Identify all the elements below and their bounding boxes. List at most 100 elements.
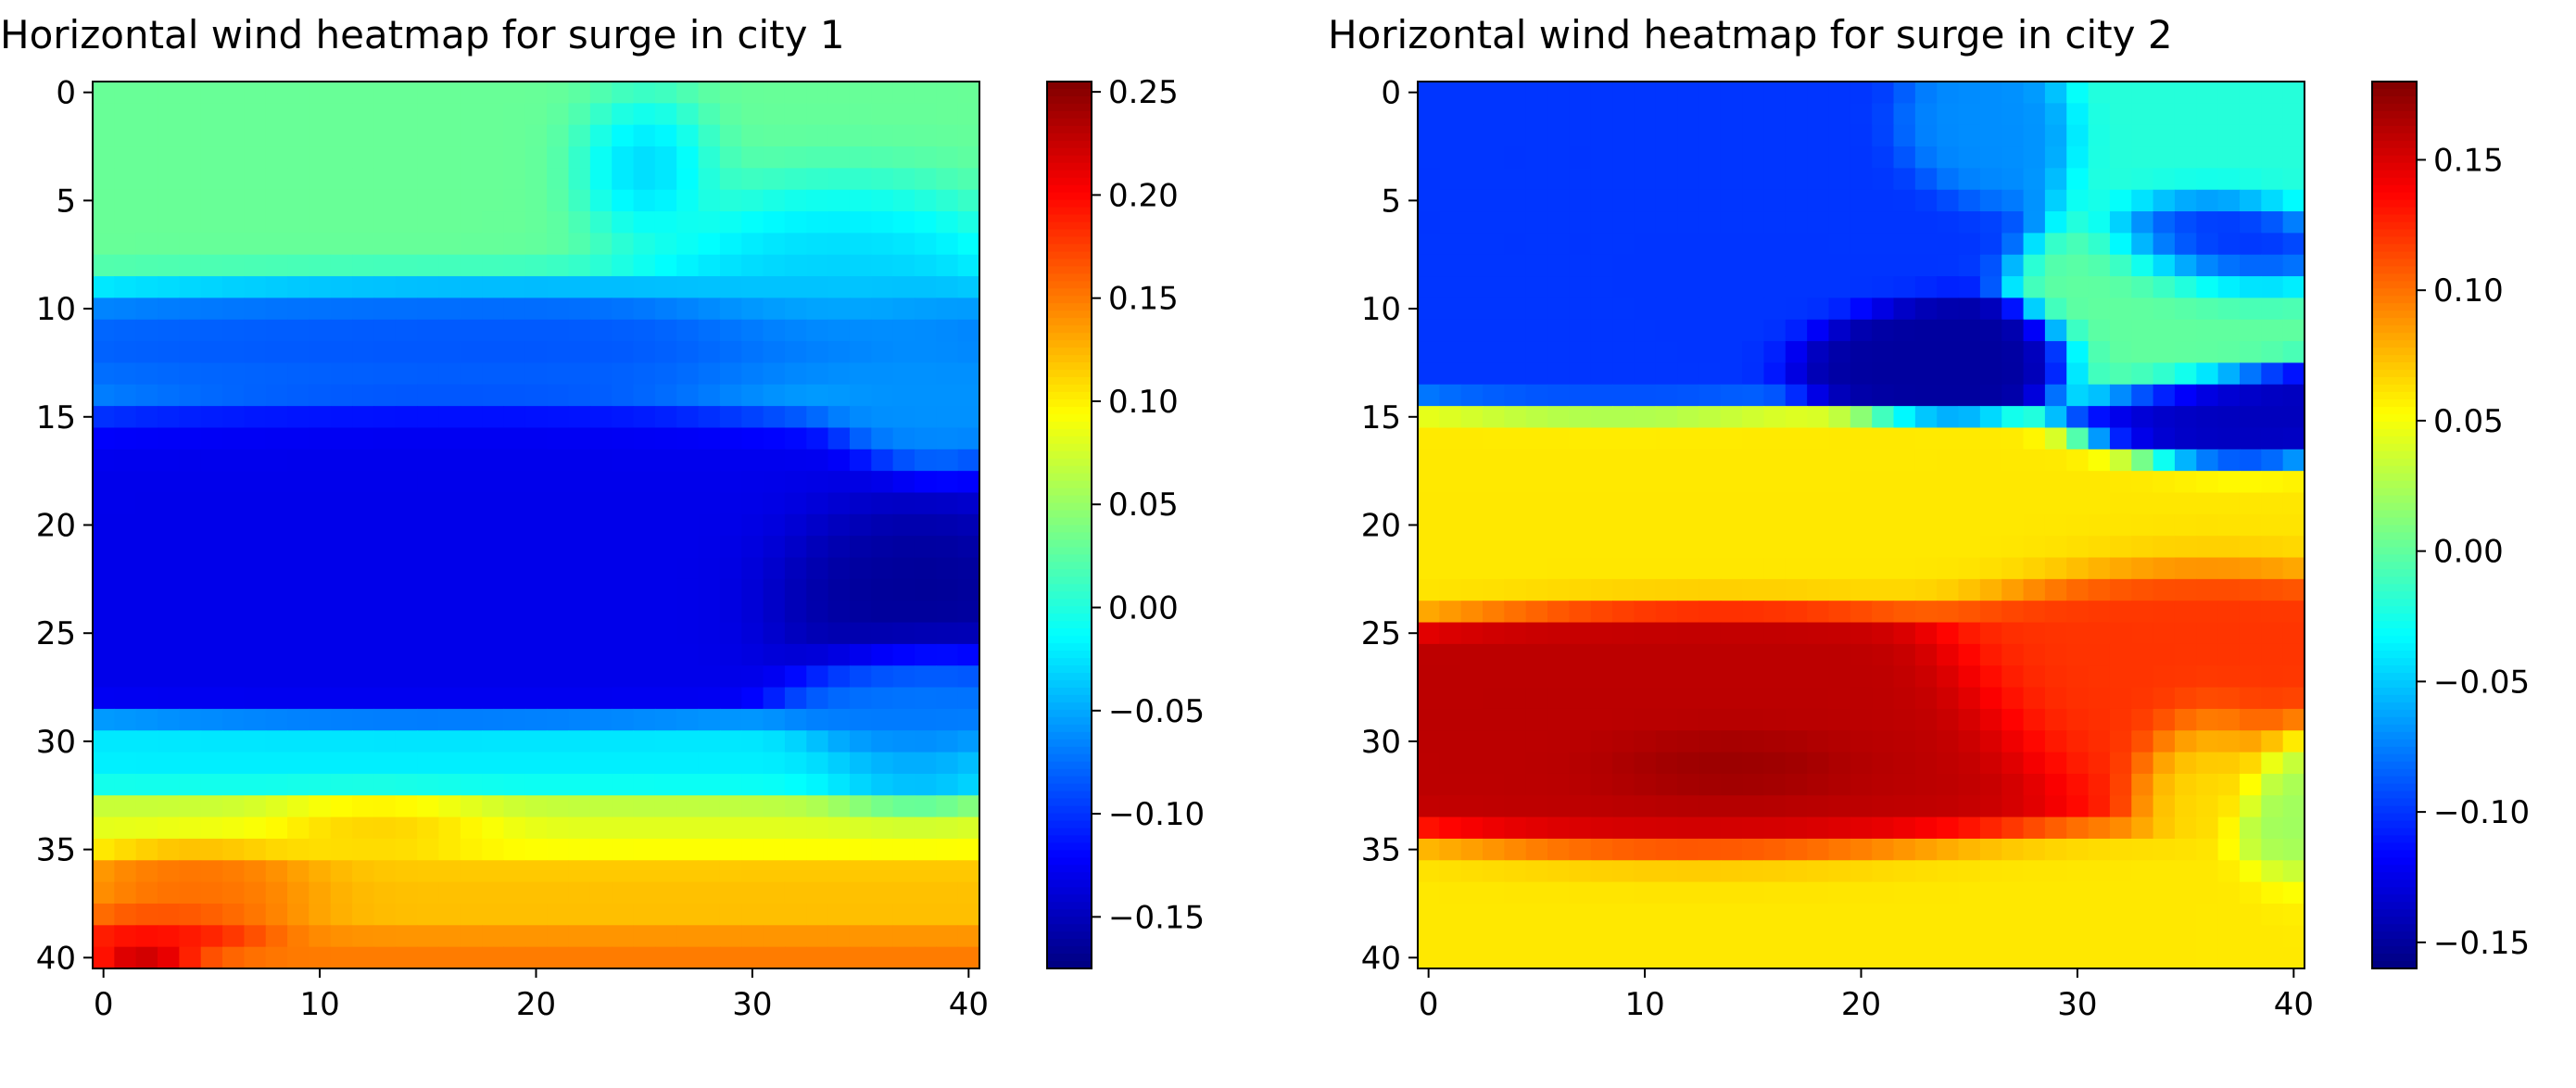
heatmap-cell [1979,233,2002,256]
heatmap-cell [719,838,742,861]
heatmap-cell [2153,233,2176,256]
heatmap-cell [1569,254,1592,277]
heatmap-cell [287,82,310,104]
colorbar-segment [2372,495,2417,504]
heatmap-cell [698,557,721,580]
heatmap-cell [417,622,440,645]
heatmap-cell [1483,622,1505,645]
heatmap-cell [1785,471,1808,494]
heatmap-cell [265,795,288,818]
heatmap-cell [892,362,915,386]
heatmap-cell [1525,752,1548,775]
heatmap-cell [524,103,548,126]
heatmap-cell [633,233,656,256]
heatmap-cell [2066,168,2090,191]
colorbar-segment [2372,887,2417,895]
heatmap-cell [460,665,483,689]
heatmap-cell [1418,903,1440,926]
heatmap-cell [438,124,461,147]
heatmap-cell [524,492,548,515]
heatmap-cell [287,816,310,840]
heatmap-cell [914,362,937,386]
heatmap-cell [200,168,223,191]
heatmap-cell [871,319,894,342]
heatmap-cell [265,860,288,883]
heatmap-cell [827,557,851,580]
heatmap-cell [547,773,570,796]
heatmap-cell [1655,816,1678,840]
heatmap-cell [1763,211,1787,234]
heatmap-cell [222,124,245,147]
heatmap-cell [158,189,180,212]
heatmap-cell [135,903,158,926]
heatmap-cell [395,643,418,666]
heatmap-cell [763,427,786,450]
heatmap-cell [871,449,894,472]
heatmap-cell [244,536,267,559]
heatmap-cell [1807,622,1830,645]
heatmap-cell [1547,254,1570,277]
heatmap-cell [2001,708,2025,731]
heatmap-cell [524,189,548,212]
heatmap-cell [2109,513,2132,537]
heatmap-cell [1634,752,1657,775]
heatmap-cell [93,946,115,969]
heatmap-cell [763,536,786,559]
heatmap-cell [395,708,418,731]
heatmap-cell [633,449,656,472]
heatmap-cell [1677,276,1700,299]
heatmap-cell [158,492,180,515]
heatmap-cell [330,103,353,126]
heatmap-cell [524,752,548,775]
heatmap-cell [244,752,267,775]
heatmap-cell [1979,903,2002,926]
heatmap-cell [2109,427,2132,450]
heatmap-cell [2174,860,2197,883]
heatmap-cell [589,795,612,818]
heatmap-cell [1483,82,1505,104]
heatmap-cell [2239,362,2262,386]
heatmap-cell [524,665,548,689]
heatmap-cell [849,384,872,407]
heatmap-cell [892,578,915,601]
heatmap-cell [2217,925,2241,948]
heatmap-cell [1937,881,1960,905]
heatmap-cell [1872,211,1895,234]
heatmap-cell [330,82,353,104]
heatmap-cell [741,297,764,321]
heatmap-cell [1828,276,1851,299]
heatmap-cell [676,319,700,342]
heatmap-cell [568,903,591,926]
heatmap-cell [1698,730,1722,753]
heatmap-cell [676,341,700,364]
colorbar-tick-label: 0.05 [2433,403,2504,440]
heatmap-cell [871,233,894,256]
heatmap-cell [135,578,158,601]
heatmap-cell [698,189,721,212]
heatmap-cell [806,881,829,905]
heatmap-cell [373,903,397,926]
colorbar-segment [1047,576,1092,585]
heatmap-cell [395,881,418,905]
heatmap-cell [114,124,137,147]
heatmap-cell [1677,708,1700,731]
heatmap-cell [265,730,288,753]
heatmap-cell [1720,578,1743,601]
heatmap-cell [806,449,829,472]
colorbar-segment [1047,443,1092,452]
heatmap-cell [2066,773,2090,796]
heatmap-cell [1483,881,1505,905]
heatmap-cell [1439,903,1462,926]
heatmap-cell [1483,557,1505,580]
heatmap-cell [482,427,505,450]
heatmap-cell [2261,103,2284,126]
heatmap-cell [2044,601,2067,624]
heatmap-cell [524,168,548,191]
heatmap-cell [806,471,829,494]
heatmap-cell [2066,189,2090,212]
heatmap-cell [244,427,267,450]
heatmap-cell [719,211,742,234]
heatmap-cell [1914,536,1938,559]
heatmap-cell [1569,536,1592,559]
